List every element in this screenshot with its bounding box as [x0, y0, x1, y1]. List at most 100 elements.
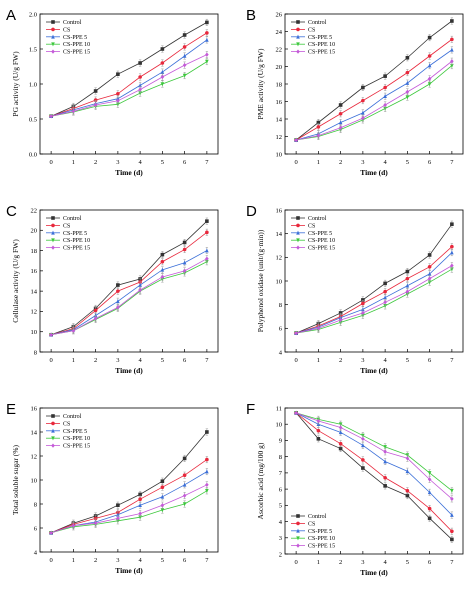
- data-point: [450, 222, 454, 226]
- data-point: [138, 61, 142, 65]
- x-tick-label: 2: [339, 357, 342, 364]
- data-point: [338, 111, 343, 116]
- data-point: [316, 437, 321, 441]
- data-point: [427, 477, 432, 482]
- data-point: [405, 488, 410, 493]
- data-point: [116, 102, 120, 107]
- data-point: [427, 265, 432, 269]
- legend-marker: [296, 49, 300, 54]
- data-point: [138, 87, 142, 92]
- data-point: [205, 256, 209, 261]
- legend-label: CS-PPE 10: [63, 238, 90, 244]
- x-tick-label: 0: [295, 559, 298, 566]
- x-tick-label: 5: [161, 357, 164, 364]
- y-tick-label: 16: [276, 207, 283, 214]
- x-tick-label: 3: [116, 557, 119, 564]
- data-point: [383, 281, 387, 286]
- x-tick-label: 0: [50, 357, 53, 364]
- data-point: [138, 91, 142, 96]
- y-tick-label: 14: [31, 288, 38, 295]
- chart-panel-a: A 0 1 2 3 4 5 6 7 0.0 0.5 1.0 1.5 2.0 Time (d) PG activ…: [6, 7, 219, 177]
- legend-marker: [51, 20, 55, 24]
- legend-label: CS-PPE 15: [63, 50, 90, 56]
- data-point: [450, 37, 454, 42]
- series-cs-ppe-15: [294, 57, 454, 143]
- data-point: [71, 109, 76, 114]
- data-point: [93, 516, 98, 521]
- data-point: [116, 289, 120, 293]
- legend-marker: [51, 428, 55, 433]
- chart-panel-f: F 0 1 2 3 4 5 6 7 2 3 4 5 6 7 8 9 10 11 Time (d) Ascorbic ac…: [246, 401, 464, 577]
- data-point: [116, 305, 120, 310]
- x-axis-label: Time (d): [360, 168, 388, 177]
- y-tick-label: 6: [34, 525, 38, 532]
- legend-marker: [296, 543, 300, 548]
- legend-label: CS: [63, 421, 70, 427]
- legend-marker: [296, 536, 300, 541]
- y-tick-label: 16: [31, 268, 38, 275]
- data-point: [160, 508, 165, 513]
- data-point: [160, 252, 165, 257]
- data-point: [93, 102, 98, 108]
- x-tick-label: 1: [72, 557, 75, 564]
- y-axis-label: Ascorbic acid (mg/100 g): [256, 442, 265, 519]
- legend-marker: [296, 528, 300, 533]
- data-point: [405, 269, 410, 274]
- data-point: [160, 82, 165, 87]
- data-point: [338, 317, 343, 323]
- data-point: [160, 479, 165, 483]
- data-point: [116, 516, 120, 521]
- data-point: [383, 102, 387, 108]
- data-point: [338, 425, 343, 430]
- legend-label: Control: [308, 216, 327, 222]
- data-point: [182, 240, 187, 245]
- series-line: [296, 252, 453, 334]
- legend-label: Control: [63, 20, 82, 26]
- series-cs-ppe-5: [294, 410, 454, 519]
- data-point: [182, 33, 187, 37]
- data-point: [427, 506, 432, 511]
- data-point: [450, 250, 454, 255]
- series-line: [50, 220, 208, 336]
- y-tick-label: 8: [279, 302, 282, 309]
- y-tick-label: 4: [279, 519, 283, 526]
- series-cs-ppe-15: [49, 51, 209, 119]
- data-point: [316, 418, 321, 424]
- x-tick-label: 6: [183, 159, 187, 166]
- data-point: [205, 37, 209, 42]
- data-point: [361, 301, 365, 306]
- x-tick-label: 4: [384, 357, 388, 364]
- data-point: [138, 503, 142, 507]
- data-point: [138, 511, 142, 516]
- data-point: [71, 328, 76, 333]
- legend-label: CS-PPE 5: [63, 35, 87, 41]
- data-point: [405, 289, 410, 294]
- data-point: [205, 469, 209, 474]
- y-tick-label: 10: [31, 329, 38, 336]
- data-point: [427, 516, 432, 521]
- x-tick-label: 2: [94, 159, 97, 166]
- y-tick-label: 9: [279, 438, 282, 445]
- legend-marker: [296, 521, 300, 526]
- x-tick-label: 5: [406, 357, 409, 364]
- data-point: [182, 268, 187, 273]
- data-point: [427, 63, 432, 68]
- series-line: [50, 459, 208, 534]
- x-tick-label: 2: [94, 557, 97, 564]
- legend-marker: [296, 216, 300, 220]
- x-tick-label: 4: [139, 357, 143, 364]
- data-point: [205, 489, 209, 493]
- series-line: [51, 54, 208, 117]
- data-point: [361, 116, 365, 121]
- legend-label: CS-PPE 10: [308, 238, 335, 244]
- y-tick-label: 8: [34, 349, 37, 356]
- y-tick-label: 24: [276, 29, 283, 36]
- data-point: [205, 31, 209, 35]
- plot-frame: [39, 209, 219, 353]
- y-tick-label: 4: [34, 549, 38, 556]
- series-line: [296, 49, 453, 141]
- series-line: [51, 231, 208, 336]
